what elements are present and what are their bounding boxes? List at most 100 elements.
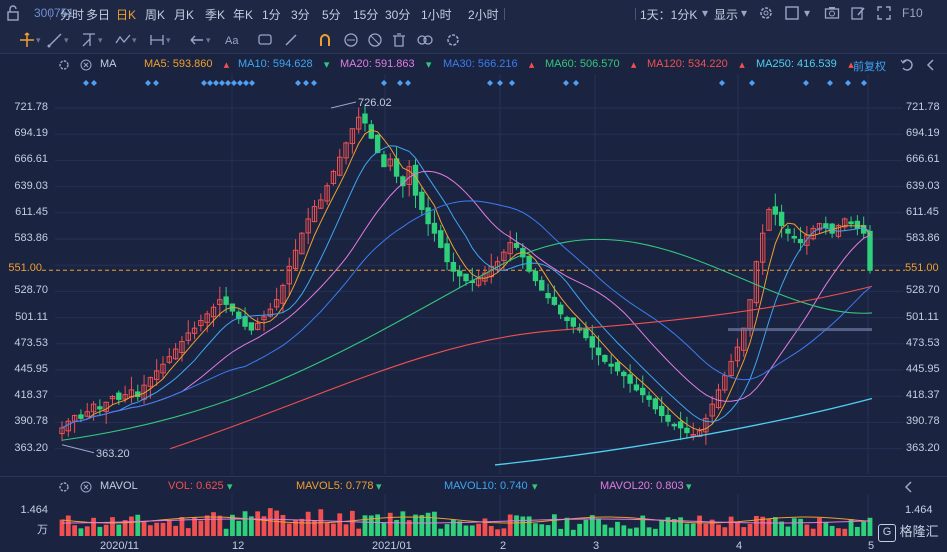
candle-body: [570, 317, 577, 327]
fullscreen-icon[interactable]: [876, 5, 892, 21]
tab-4[interactable]: 月K: [174, 8, 195, 22]
candle-body: [128, 389, 135, 398]
event-marker-icon: [225, 80, 231, 86]
camera-icon[interactable]: [824, 5, 840, 21]
wave-icon[interactable]: [148, 31, 166, 49]
magnet-icon[interactable]: [342, 31, 360, 49]
candle-body: [337, 156, 343, 176]
crosshair-icon[interactable]: [18, 31, 36, 49]
tab-1[interactable]: 多日: [86, 8, 111, 22]
comment-icon[interactable]: [282, 31, 300, 49]
chevron-down-icon[interactable]: ▾: [166, 35, 171, 45]
chevron-down-icon[interactable]: ▾: [64, 35, 69, 45]
tab-5[interactable]: 季K: [205, 8, 226, 22]
volume-bar: [602, 524, 608, 536]
chevron-down-icon[interactable]: ▾: [132, 35, 137, 45]
edit-icon[interactable]: [850, 5, 866, 21]
volume-chart[interactable]: [0, 494, 947, 539]
hide-icon[interactable]: [390, 31, 408, 49]
tab-8[interactable]: 3分: [291, 8, 310, 22]
chevron-down-icon[interactable]: ▾: [206, 35, 211, 45]
gear-icon[interactable]: [58, 481, 70, 493]
candle-body: [816, 223, 823, 231]
period-select[interactable]: 1天：1分K: [640, 8, 698, 22]
volume-bar: [621, 525, 627, 536]
candle-body: [677, 421, 684, 429]
tab-7[interactable]: 1分: [262, 8, 281, 22]
close-icon[interactable]: [80, 59, 92, 71]
volume-bar: [141, 521, 147, 536]
link-icon[interactable]: [444, 31, 462, 49]
candle-body: [696, 430, 703, 437]
arrow-icon[interactable]: Aa: [222, 31, 240, 49]
ma60-line: [61, 238, 873, 441]
event-marker-icon: [145, 80, 151, 86]
date-tick: 12: [232, 540, 245, 552]
volume-bar: [533, 523, 538, 536]
volume-bar: [305, 511, 311, 536]
tab-11[interactable]: 30分: [385, 8, 411, 22]
candle-body: [640, 387, 646, 396]
ruler-icon[interactable]: [188, 31, 206, 49]
volume-bar: [217, 515, 223, 536]
volume-bar: [861, 521, 867, 536]
mavol20-value: MAVOL20: 0.803: [600, 480, 684, 492]
pencil-icon[interactable]: [316, 31, 334, 49]
tab-10[interactable]: 15分: [353, 8, 379, 22]
candle-body: [621, 371, 627, 377]
chevron-left-icon[interactable]: [924, 58, 938, 72]
candle-body: [614, 362, 621, 372]
volume-bar: [166, 520, 172, 536]
ray-icon[interactable]: [80, 31, 98, 49]
close-icon[interactable]: [80, 481, 92, 493]
event-marker-icon: [213, 80, 219, 86]
volume-bar: [753, 516, 759, 536]
tab-13[interactable]: 2小时: [468, 8, 499, 22]
lock-icon[interactable]: [366, 31, 384, 49]
candle-body: [633, 384, 640, 391]
volume-bar: [450, 519, 456, 536]
gear-icon[interactable]: [758, 5, 774, 21]
channel-icon[interactable]: [114, 31, 132, 49]
lock-icon[interactable]: [6, 5, 20, 21]
tab-2[interactable]: 日K: [116, 8, 137, 22]
display-select[interactable]: 显示: [714, 8, 739, 22]
arrow-up-icon: ▴: [528, 59, 535, 71]
mavol5-down-arrow-icon: ▾: [376, 481, 382, 493]
event-marker-icon: [749, 80, 755, 86]
price-tick: 611.45: [15, 205, 48, 218]
chevron-down-icon[interactable]: ▾: [98, 35, 103, 45]
tab-12[interactable]: 1小时: [421, 8, 452, 22]
tab-9[interactable]: 5分: [322, 8, 341, 22]
event-marker-icon: [861, 80, 867, 86]
tab-6[interactable]: 年K: [233, 8, 254, 22]
volume-bar: [564, 517, 570, 536]
candle-body: [772, 206, 779, 215]
candle-body: [810, 227, 816, 240]
volume-bar: [495, 529, 500, 536]
chevron-left-icon[interactable]: [902, 480, 916, 494]
candle-body: [557, 304, 564, 315]
candle-body: [97, 406, 103, 410]
checkbox-icon[interactable]: [784, 5, 800, 21]
volume-bar: [248, 516, 254, 536]
tab-3[interactable]: 周K: [145, 8, 166, 22]
candle-body: [103, 401, 109, 412]
volume-bar: [766, 518, 772, 536]
candlestick-chart[interactable]: 726.02 363.20: [0, 74, 947, 476]
gear-icon[interactable]: [58, 59, 70, 71]
date-tick: 2020/11: [100, 540, 139, 552]
chevron-down-icon[interactable]: ▾: [36, 35, 41, 45]
volume-bar: [539, 524, 545, 536]
undo-icon[interactable]: [900, 58, 914, 72]
event-marker-icon: [231, 80, 237, 86]
trash-icon[interactable]: [416, 31, 434, 49]
stock-code[interactable]: 300751: [34, 6, 75, 20]
f10-button[interactable]: F10: [902, 6, 923, 20]
line-icon[interactable]: [46, 31, 64, 49]
adjust-select[interactable]: 前复权: [853, 61, 886, 73]
tab-0[interactable]: 分时: [60, 8, 85, 22]
text-icon[interactable]: [256, 31, 274, 49]
candle-body: [797, 238, 804, 244]
toolbar-separator: [50, 8, 51, 20]
